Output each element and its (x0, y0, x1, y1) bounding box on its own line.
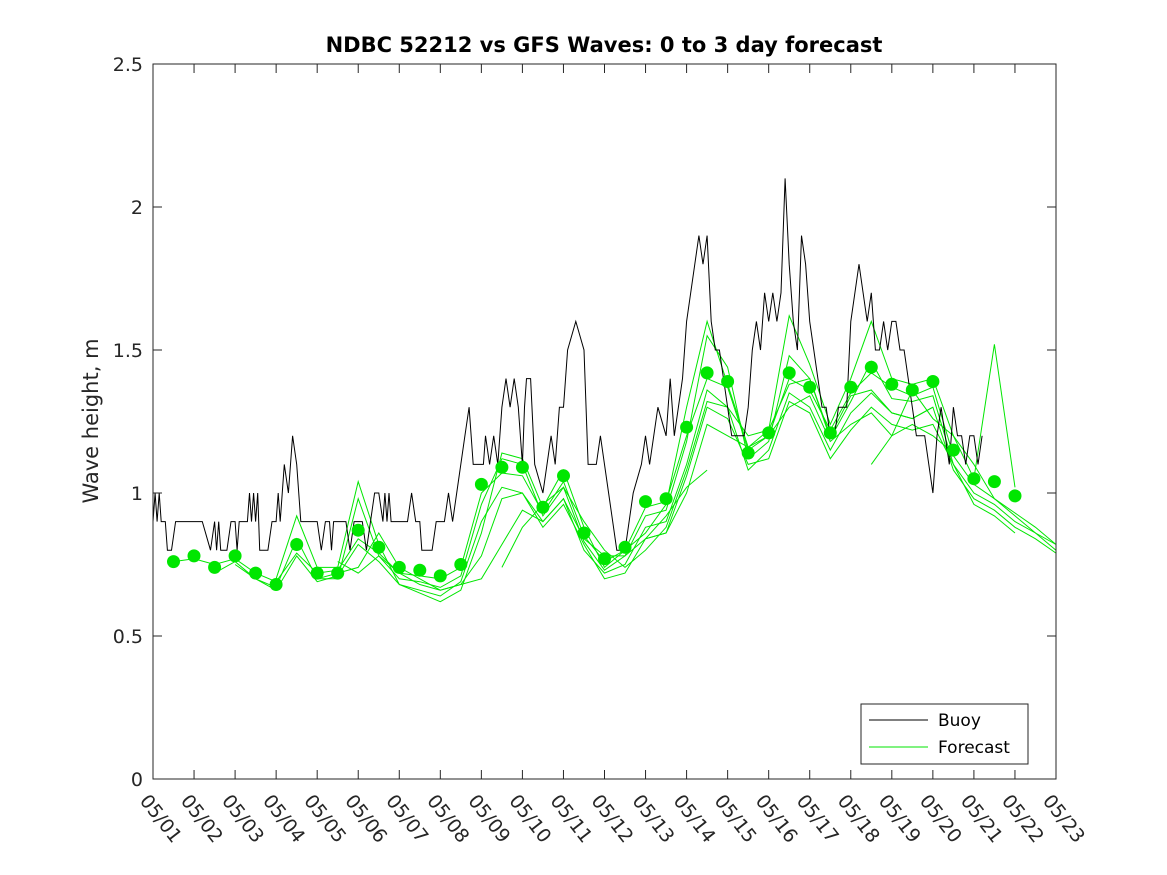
forecast-marker (618, 540, 632, 554)
forecast-marker (905, 383, 919, 397)
forecast-marker (967, 472, 981, 486)
forecast-marker (823, 426, 837, 440)
x-tick-label: 05/18 (833, 791, 884, 848)
forecast-marker (290, 538, 304, 551)
forecast-lines (173, 313, 1057, 603)
forecast-marker (1008, 489, 1022, 503)
y-tick-label: 0 (131, 769, 143, 791)
forecast-marker (844, 380, 858, 394)
y-tick-label: 1.5 (113, 340, 143, 362)
x-tick-label: 05/17 (792, 791, 843, 848)
plot-area (152, 63, 1057, 780)
forecast-marker (413, 563, 427, 577)
forecast-marker (700, 366, 714, 380)
chart-title: NDBC 52212 vs GFS Waves: 0 to 3 day fore… (326, 33, 883, 57)
forecast-marker (249, 566, 263, 580)
buoy-line (152, 178, 983, 551)
forecast-marker (946, 443, 960, 457)
buoy-series-line (152, 178, 983, 551)
forecast-marker (515, 460, 529, 474)
forecast-marker (392, 560, 406, 574)
forecast-run-line-8 (645, 469, 708, 540)
forecast-marker (803, 380, 817, 394)
forecast-marker (474, 477, 488, 491)
x-tick-label: 05/21 (956, 791, 1007, 848)
forecast-marker (536, 500, 550, 514)
forecast-marker (187, 549, 201, 563)
forecast-markers (167, 360, 1022, 591)
x-tick-label: 05/23 (1038, 791, 1089, 848)
forecast-marker (167, 555, 180, 569)
x-tick-label: 05/15 (710, 791, 761, 848)
forecast-marker (762, 426, 776, 440)
x-tick-label: 05/01 (135, 791, 186, 848)
forecast-marker (331, 566, 345, 580)
forecast-marker (864, 360, 878, 374)
y-tick-label: 2 (131, 197, 143, 219)
x-tick-label: 05/20 (915, 791, 966, 848)
forecast-marker (372, 540, 386, 554)
forecast-marker (495, 460, 509, 474)
forecast-marker (639, 495, 652, 509)
forecast-marker (454, 558, 468, 571)
x-tick-label: 05/11 (546, 791, 597, 848)
forecast-marker (659, 492, 673, 506)
x-tick-label: 05/05 (299, 791, 350, 848)
x-tick-label: 05/02 (176, 791, 227, 848)
forecast-run-line-2 (214, 334, 1057, 589)
forecast-marker (557, 469, 570, 483)
y-axis-ticks: 0 0.5 1 1.5 2 2.5 (113, 54, 1056, 791)
legend-box (860, 703, 1029, 765)
y-tick-label: 0.5 (113, 626, 143, 648)
legend-forecast-label: Forecast (938, 738, 1010, 758)
forecast-marker (577, 526, 591, 540)
forecast-marker (351, 523, 365, 537)
x-tick-label: 05/19 (874, 791, 925, 848)
forecast-marker (208, 560, 222, 574)
x-tick-label: 05/10 (504, 791, 555, 848)
x-tick-label: 05/13 (628, 791, 679, 848)
x-tick-label: 05/09 (463, 791, 514, 848)
forecast-run-line-7 (501, 377, 934, 569)
forecast-marker (741, 446, 755, 460)
x-tick-label: 05/08 (422, 791, 473, 848)
forecast-marker (433, 569, 447, 583)
plot-background (153, 64, 1056, 779)
x-tick-label: 05/06 (340, 791, 391, 848)
x-tick-label: 05/16 (751, 791, 802, 848)
forecast-marker (721, 375, 735, 388)
x-tick-label: 05/14 (669, 791, 720, 848)
y-tick-label: 2.5 (113, 54, 143, 76)
y-axis-label: Wave height, m (79, 338, 103, 503)
forecast-marker (228, 549, 242, 563)
forecast-marker (987, 475, 1001, 489)
legend: Buoy Forecast (860, 703, 1029, 765)
x-tick-label: 05/04 (258, 791, 309, 848)
y-tick-label: 1 (131, 483, 143, 505)
x-tick-label: 05/07 (381, 791, 432, 848)
x-tick-label: 05/03 (217, 791, 268, 848)
forecast-marker (269, 578, 283, 591)
x-tick-label: 05/22 (997, 791, 1048, 848)
forecast-marker (680, 420, 694, 434)
legend-buoy-label: Buoy (938, 711, 981, 731)
forecast-marker (598, 552, 611, 566)
forecast-marker (782, 366, 796, 380)
forecast-marker (310, 566, 324, 580)
forecast-marker (885, 377, 899, 391)
forecast-marker (926, 375, 940, 388)
x-tick-label: 05/12 (587, 791, 638, 848)
